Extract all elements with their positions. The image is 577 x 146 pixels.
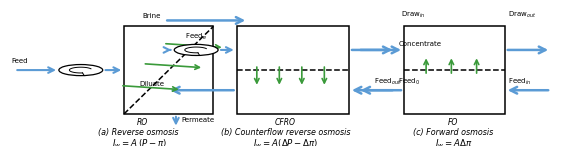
Text: Feed$_{out}$: Feed$_{out}$ (374, 77, 401, 87)
Text: (c) Forward osmosis: (c) Forward osmosis (413, 128, 493, 138)
Text: Draw$_{in}$: Draw$_{in}$ (401, 10, 425, 20)
Text: (a) Reverse osmosis: (a) Reverse osmosis (98, 128, 179, 138)
Text: Feed: Feed (12, 58, 28, 64)
Text: Feed$_{in}$: Feed$_{in}$ (508, 77, 531, 87)
Text: (b) Counterflow reverse osmosis: (b) Counterflow reverse osmosis (221, 128, 350, 138)
Text: Feed$_e$: Feed$_e$ (185, 32, 207, 42)
Circle shape (174, 44, 218, 55)
Text: Draw$_{out}$: Draw$_{out}$ (508, 10, 536, 20)
Text: Feed$_0$: Feed$_0$ (398, 77, 420, 87)
Text: $J_w = A\Delta\pi$: $J_w = A\Delta\pi$ (433, 137, 473, 146)
Text: $J_w = A(\Delta P - \Delta\pi)$: $J_w = A(\Delta P - \Delta\pi)$ (253, 137, 319, 146)
Text: FO: FO (448, 118, 458, 127)
Bar (404, 26, 505, 114)
Text: Concentrate: Concentrate (398, 41, 441, 47)
Text: CFRO: CFRO (275, 118, 296, 127)
Bar (124, 26, 213, 114)
Text: RO: RO (136, 118, 148, 127)
Circle shape (59, 65, 103, 76)
Text: $J_w = A\,(P - \pi)$: $J_w = A\,(P - \pi)$ (111, 137, 166, 146)
Bar (237, 26, 349, 114)
Text: Diluate: Diluate (140, 81, 164, 87)
Text: Permeate: Permeate (182, 117, 215, 123)
Text: Brine: Brine (142, 13, 160, 19)
